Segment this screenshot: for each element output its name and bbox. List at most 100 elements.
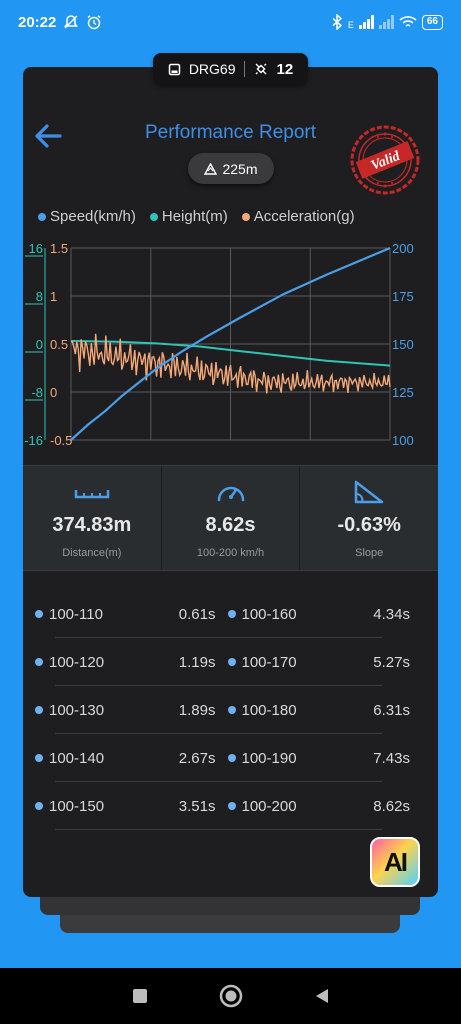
split-time: 4.34s — [373, 605, 410, 623]
split-cell: 100-170 5.27s — [227, 653, 421, 671]
speed-tick-label: 125 — [392, 385, 414, 400]
split-dot — [227, 610, 236, 618]
distance-badge[interactable]: 225m — [188, 153, 274, 184]
speed-tick-label: 175 — [392, 289, 414, 304]
acceleration-tick-label: 1 — [50, 289, 57, 304]
status-bar: 20:22 E 66 — [0, 0, 461, 44]
signal-strength-2-icon — [378, 15, 394, 29]
satellite-count: 12 — [276, 60, 294, 78]
legend-label: Acceleration(g) — [253, 208, 355, 225]
split-time: 5.27s — [373, 653, 410, 671]
split-cell: 100-130 1.89s — [35, 702, 228, 719]
ai-button[interactable]: AI — [370, 837, 420, 887]
bluetooth-icon — [332, 14, 342, 30]
back-arrow-icon[interactable] — [30, 118, 66, 154]
height-tick-label: -8 — [31, 385, 43, 400]
split-cell: 100-150 3.51s — [35, 798, 228, 815]
split-name: 100-180 — [241, 701, 297, 719]
split-dot — [227, 754, 236, 762]
split-time: 8.62s — [373, 797, 410, 815]
split-cell: 100-120 1.19s — [35, 654, 228, 671]
split-name: 100-150 — [49, 797, 105, 815]
acceleration-tick-label: 1.5 — [50, 241, 68, 256]
legend-acceleration[interactable]: Acceleration(g) — [241, 208, 355, 225]
split-time: 0.61s — [178, 605, 216, 623]
card-shadow-layer-2 — [60, 913, 400, 933]
split-name: 100-140 — [49, 749, 105, 767]
split-cell: 100-140 2.67s — [35, 750, 228, 767]
performance-chart[interactable]: 16 8 0 -8 -16 1.5 1 0.5 0 -0.5 200 175 150 125 100 — [23, 235, 438, 450]
speed-series-line — [70, 246, 391, 441]
legend-dot — [149, 212, 158, 221]
split-dot — [227, 658, 236, 666]
stat-time: 8.62s 100-200 km/h — [160, 466, 300, 570]
device-pill[interactable]: DRG69 12 — [153, 53, 308, 85]
ai-button-label: AI — [384, 846, 408, 877]
battery-icon: 66 — [421, 14, 443, 30]
legend-height[interactable]: Height(m) — [149, 208, 228, 225]
splits-table: 100-110 0.61s 100-160 4.34s 100-120 1.19s 1… — [35, 590, 420, 830]
split-time: 3.51s — [178, 797, 216, 815]
split-name: 100-200 — [241, 797, 297, 815]
split-time: 1.19s — [178, 653, 216, 671]
alarm-icon — [87, 15, 101, 30]
slope-icon — [354, 480, 384, 504]
stats-panel: 374.83m Distance(m) 8.62s 100-200 km/h -… — [23, 465, 438, 571]
split-dot — [35, 658, 43, 666]
stat-slope: -0.63% Slope — [299, 466, 438, 570]
split-name: 100-170 — [241, 653, 297, 671]
legend-speed[interactable]: Speed(km/h) — [38, 208, 136, 225]
valid-stamp-icon: Valid — [350, 125, 420, 195]
network-type-label: E — [347, 20, 354, 30]
split-dot — [227, 706, 236, 714]
home-circle-icon[interactable] — [219, 984, 243, 1008]
mute-bell-icon — [64, 15, 79, 29]
split-dot — [35, 610, 43, 618]
stat-value: -0.63% — [337, 514, 401, 536]
table-row: 100-150 3.51s 100-200 8.62s — [35, 782, 420, 830]
stat-distance: 374.83m Distance(m) — [23, 466, 161, 570]
split-cell: 100-160 4.34s — [227, 605, 421, 623]
acceleration-tick-label: -0.5 — [50, 433, 72, 448]
split-cell: 100-180 6.31s — [227, 701, 421, 719]
back-triangle-icon[interactable] — [313, 987, 331, 1005]
height-tick-label: 0 — [36, 337, 43, 352]
split-time: 2.67s — [178, 749, 216, 767]
split-name: 100-110 — [49, 605, 103, 623]
height-tick-label: 8 — [36, 289, 43, 304]
split-time: 7.43s — [373, 749, 410, 767]
stat-value: 374.83m — [52, 514, 132, 536]
chart-legend: Speed(km/h) Height(m) Acceleration(g) — [38, 208, 355, 225]
table-row: 100-140 2.67s 100-190 7.43s — [35, 734, 420, 782]
stat-label: Slope — [355, 547, 384, 559]
system-nav-bar — [0, 968, 461, 1024]
speed-tick-label: 100 — [392, 433, 414, 448]
split-dot — [227, 802, 236, 810]
legend-label: Speed(km/h) — [50, 208, 136, 225]
distance-badge-value: 225m — [222, 160, 258, 177]
split-time: 1.89s — [178, 701, 216, 719]
acceleration-series-line — [70, 333, 391, 394]
legend-label: Height(m) — [161, 208, 228, 225]
acceleration-tick-label: 0 — [50, 385, 57, 400]
stat-value: 8.62s — [205, 514, 256, 536]
speed-tick-label: 200 — [392, 241, 414, 256]
acceleration-tick-label: 0.5 — [50, 337, 68, 352]
split-dot — [35, 754, 43, 762]
speed-tick-label: 150 — [392, 337, 414, 352]
recents-square-icon[interactable] — [131, 987, 149, 1005]
height-tick-label: -16 — [24, 433, 43, 448]
height-tick-label: 16 — [29, 241, 43, 256]
split-dot — [35, 802, 43, 810]
wifi-icon — [399, 16, 417, 27]
stat-label: Distance(m) — [62, 547, 122, 559]
status-time: 20:22 — [18, 13, 57, 31]
page-title: Performance Report — [144, 122, 317, 143]
table-row: 100-130 1.89s 100-180 6.31s — [35, 686, 420, 734]
speedometer-icon — [217, 486, 244, 502]
split-cell: 100-190 7.43s — [227, 749, 421, 767]
split-name: 100-130 — [49, 701, 105, 719]
card-shadow-layer-1 — [40, 893, 420, 915]
warning-triangle-icon — [204, 162, 218, 175]
split-time: 6.31s — [373, 701, 410, 719]
